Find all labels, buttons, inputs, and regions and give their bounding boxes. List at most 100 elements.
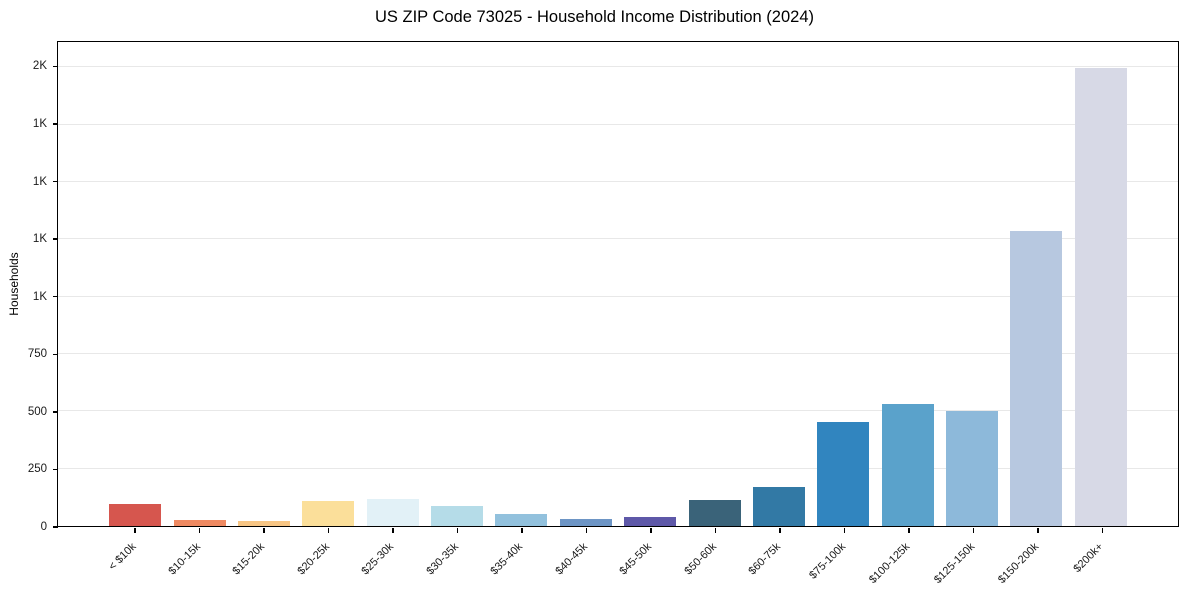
- y-tick-mark: [53, 180, 58, 183]
- x-slot: < $10k: [102, 528, 167, 588]
- y-tick-label: 2K: [32, 60, 47, 73]
- x-tick-label: $30-35k: [424, 540, 461, 578]
- bar: [946, 411, 999, 526]
- bar-slot: [425, 42, 489, 526]
- x-tick-label: $50-60k: [682, 540, 719, 578]
- x-slot: $150-200k: [996, 528, 1070, 588]
- x-slot: $40-45k: [553, 528, 619, 588]
- x-tick-label: $10-15k: [166, 540, 203, 578]
- bar-slot: [232, 42, 296, 526]
- bar-slot: [167, 42, 231, 526]
- bar-slot: [682, 42, 746, 526]
- gridline: [58, 467, 1178, 469]
- bar: [559, 518, 612, 526]
- y-tick-mark: [53, 526, 58, 528]
- x-tick-label: $15-20k: [230, 540, 268, 578]
- x-slot: $75-100k: [807, 528, 877, 588]
- bar: [817, 421, 870, 526]
- x-tick-mark: [1037, 528, 1039, 533]
- bars-row: [58, 42, 1178, 526]
- bar-slot: [876, 42, 940, 526]
- x-slot: $100-125k: [867, 528, 941, 588]
- bar-slot: [489, 42, 553, 526]
- x-tick-mark: [521, 528, 523, 533]
- x-axis: < $10k $10-15k $15-20k $20-25k $25-30k $30-35…: [57, 528, 1179, 588]
- y-tick-label: 750: [27, 348, 47, 361]
- y-tick-mark: [53, 468, 58, 471]
- y-axis: 0 250 500 750 1K 1K 1K 1K 2K: [0, 41, 58, 533]
- bar-slot: [940, 42, 1004, 526]
- bar: [752, 487, 805, 526]
- bar: [1010, 231, 1063, 526]
- x-tick-label: < $10k: [106, 540, 139, 573]
- bar: [173, 520, 226, 526]
- bar-slot: [103, 42, 167, 526]
- y-tick-label: 1K: [32, 233, 47, 246]
- bar: [495, 513, 548, 526]
- x-slot: $35-40k: [489, 528, 554, 588]
- x-tick-label: $75-100k: [807, 540, 848, 582]
- y-tick-label: 0: [40, 521, 47, 533]
- x-tick-label: $200k+: [1071, 540, 1106, 575]
- x-tick-mark: [134, 528, 136, 533]
- gridline: [58, 238, 1178, 240]
- x-tick-mark: [972, 528, 975, 533]
- x-tick-mark: [1101, 528, 1104, 533]
- bar-slot: [811, 42, 875, 526]
- x-slot: $20-25k: [295, 528, 361, 588]
- x-tick-mark: [779, 528, 781, 533]
- plot-area: [57, 41, 1179, 527]
- y-tick-label: 1K: [32, 117, 47, 130]
- bar-slot: [747, 42, 811, 526]
- x-tick-label: $60-75k: [746, 540, 784, 578]
- x-tick-mark: [585, 528, 588, 533]
- bar: [624, 517, 677, 526]
- y-tick-mark: [53, 65, 58, 68]
- y-tick-label: 1K: [32, 175, 47, 188]
- bar-slot: [554, 42, 618, 526]
- bar-slot: [618, 42, 682, 526]
- bar-slot: [1069, 42, 1133, 526]
- x-tick-label: $40-45k: [553, 540, 590, 578]
- bar: [1074, 68, 1127, 526]
- x-tick-label: $45-50k: [617, 540, 655, 578]
- x-tick-mark: [908, 528, 910, 533]
- bar: [431, 506, 484, 526]
- y-tick-label: 250: [27, 463, 47, 476]
- x-slot: $50-60k: [682, 528, 748, 588]
- chart-title: US ZIP Code 73025 - Household Income Dis…: [374, 8, 814, 26]
- x-tick-mark: [650, 528, 652, 533]
- x-slot: $60-75k: [747, 528, 812, 588]
- x-slot: $125-150k: [932, 528, 1006, 588]
- y-tick-mark: [53, 295, 58, 298]
- x-tick-mark: [392, 528, 394, 533]
- x-tick-mark: [714, 528, 717, 533]
- bar: [109, 504, 162, 526]
- y-tick-mark: [53, 353, 58, 356]
- bar: [302, 500, 355, 526]
- x-tick-mark: [198, 528, 201, 533]
- gridline: [58, 295, 1178, 297]
- y-tick-mark: [53, 411, 58, 413]
- gridline: [58, 352, 1178, 354]
- y-tick-mark: [53, 238, 58, 240]
- x-slot: $200k+: [1070, 528, 1135, 588]
- bar: [688, 499, 741, 526]
- gridline: [58, 66, 1178, 68]
- x-tick-label: $20-25k: [295, 540, 332, 578]
- x-slot: $30-35k: [424, 528, 490, 588]
- x-tick-label: $25-30k: [359, 540, 397, 578]
- x-slot: $10-15k: [166, 528, 232, 588]
- gridline: [58, 410, 1178, 412]
- bar-slot: [361, 42, 425, 526]
- gridline: [58, 123, 1178, 125]
- bar-slot: [1004, 42, 1068, 526]
- bar: [366, 498, 419, 526]
- x-tick-mark: [263, 528, 265, 533]
- y-tick-label: 500: [27, 405, 47, 418]
- x-slot: $15-20k: [231, 528, 296, 588]
- x-tick-mark: [843, 528, 846, 533]
- gridline: [58, 180, 1178, 182]
- y-tick-label: 1K: [32, 290, 47, 303]
